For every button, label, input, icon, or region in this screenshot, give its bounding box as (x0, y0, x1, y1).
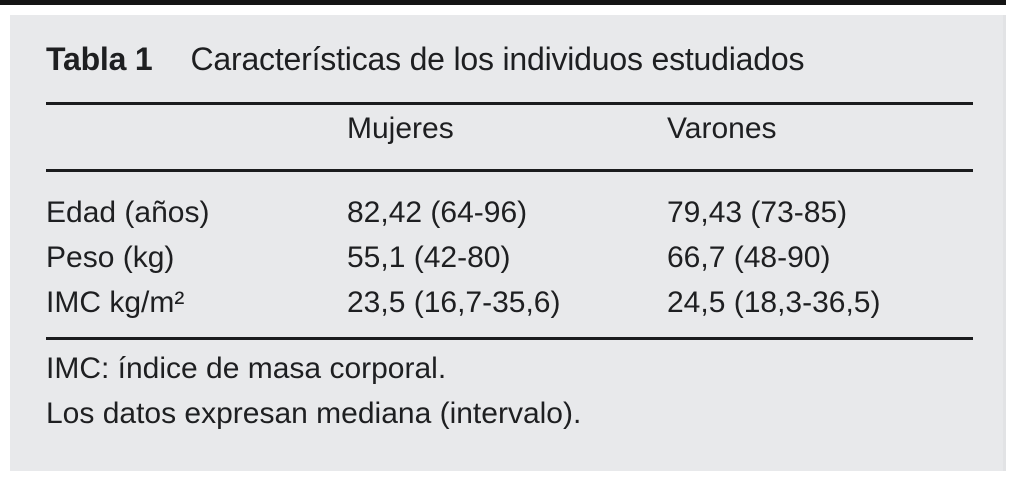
rule-above-footnotes (46, 337, 973, 340)
row-label: Edad (años) (46, 196, 210, 229)
table-title: Tabla 1 Características de los individuos… (46, 41, 804, 78)
row-label: IMC kg/m² (46, 286, 185, 319)
footnote-data-format: Los datos expresan mediana (intervalo). (46, 397, 582, 430)
column-header-row: Mujeres Varones (10, 112, 1003, 152)
column-header-varones: Varones (667, 112, 777, 145)
footnote-imc-definition: IMC: índice de masa corporal. (46, 352, 447, 385)
table-row: IMC kg/m² 23,5 (16,7-35,6) 24,5 (18,3-36… (10, 286, 1003, 326)
table-row: Peso (kg) 55,1 (42-80) 66,7 (48-90) (10, 241, 1003, 281)
column-header-mujeres: Mujeres (347, 112, 454, 145)
cell-varones: 79,43 (73-85) (667, 196, 848, 229)
table-caption: Características de los individuos estudi… (190, 41, 805, 77)
table-number: Tabla 1 (46, 41, 153, 77)
table-row: Edad (años) 82,42 (64-96) 79,43 (73-85) (10, 196, 1003, 236)
cell-mujeres: 23,5 (16,7-35,6) (347, 286, 561, 319)
table-panel: Tabla 1 Características de los individuos… (10, 15, 1006, 471)
rule-below-title (46, 102, 973, 105)
cell-mujeres: 82,42 (64-96) (347, 196, 528, 229)
cell-mujeres: 55,1 (42-80) (347, 241, 511, 274)
cell-varones: 24,5 (18,3-36,5) (667, 286, 881, 319)
row-label: Peso (kg) (46, 241, 175, 274)
rule-below-header (46, 169, 973, 172)
top-rule-bar (0, 0, 1006, 5)
cell-varones: 66,7 (48-90) (667, 241, 831, 274)
